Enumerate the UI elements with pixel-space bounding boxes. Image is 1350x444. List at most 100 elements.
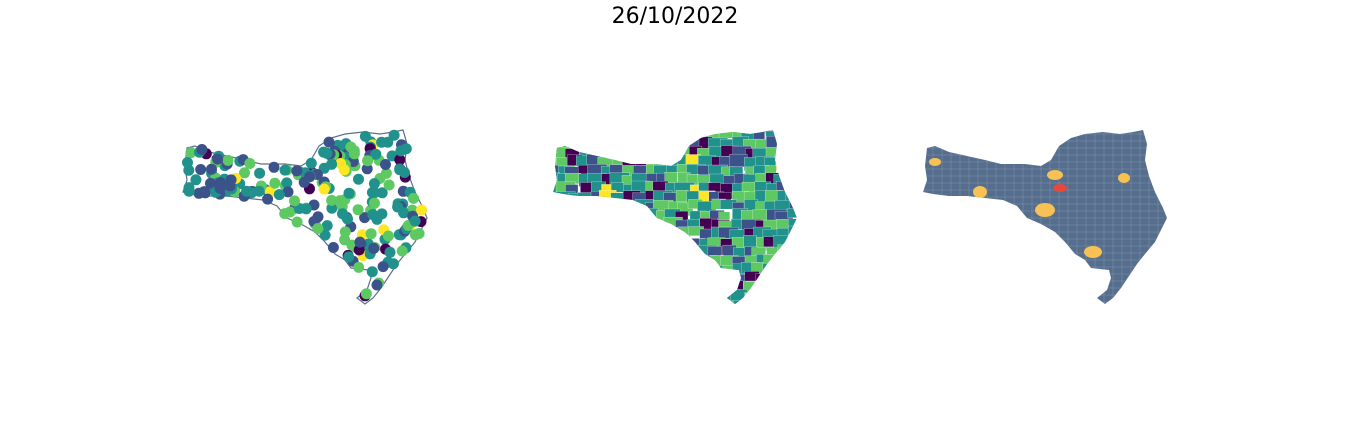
municipality-boundary [977,140,988,149]
municipality-boundary [941,140,952,149]
municipality-point [382,230,394,242]
municipality-point [323,136,335,148]
municipality-boundary [1022,252,1033,261]
municipality-region [788,253,797,267]
municipality-boundary [986,133,997,142]
municipality-region [654,290,668,304]
municipality-boundary [950,273,961,282]
municipality-region [591,310,605,320]
municipality-boundary [1085,273,1096,282]
municipality-region [622,137,637,150]
municipality-boundary [1148,140,1159,149]
municipality-region [568,200,588,212]
municipality-point [359,130,371,142]
municipality-boundary [1194,183,1203,190]
municipality-boundary [1139,287,1150,296]
municipality-boundary [995,130,1006,135]
municipality-region [842,253,845,264]
municipality-boundary [1212,134,1215,141]
municipality-boundary [932,196,943,205]
municipality-boundary [1041,120,1050,127]
municipality-boundary [923,182,925,191]
municipality-point [365,228,377,240]
municipality-boundary [1148,133,1159,142]
municipality-region [566,299,586,304]
municipality-boundary [986,203,997,212]
municipality-boundary [1185,218,1194,225]
municipality-boundary [977,217,988,226]
municipality-region [822,147,834,160]
municipality-region [809,273,820,290]
municipality-point [360,288,372,300]
municipality-region [795,130,797,139]
municipality-region [796,135,797,153]
municipality-point [318,183,330,195]
municipality-region [755,273,768,290]
municipality-region [810,127,825,137]
municipality-region [588,281,601,297]
municipality-boundary [1176,316,1185,320]
municipality-boundary [1157,168,1167,177]
municipality-boundary [995,133,1006,142]
municipality-boundary [923,280,934,289]
municipality-boundary [968,231,979,240]
municipality-region [612,265,628,282]
municipality-region [811,309,830,320]
municipality-boundary [923,133,934,142]
municipality-region [788,245,797,261]
municipality-boundary [950,245,961,254]
municipality-point [368,242,380,254]
municipality-point [343,251,355,263]
municipality-boundary [1185,127,1194,134]
municipality-boundary [1049,259,1060,268]
municipality-boundary [932,238,943,247]
municipality-point [321,147,333,159]
municipality-boundary [1013,154,1024,163]
municipality-point [392,201,404,213]
municipality-boundary [1176,232,1185,239]
municipality-boundary [1194,204,1203,211]
municipality-boundary [923,273,925,282]
municipality-boundary [1049,287,1060,296]
municipality-boundary [1185,155,1194,162]
municipality-region [733,300,747,304]
classified-region [1180,205,1190,215]
municipality-point [369,197,380,209]
municipality-boundary [950,133,961,142]
municipality-boundary [1022,224,1033,233]
municipality-region [610,319,625,320]
municipality-region [668,308,687,320]
municipality-boundary [1032,120,1041,127]
municipality-boundary [1023,309,1032,316]
classified-region [1140,277,1150,283]
municipality-boundary [1203,176,1212,183]
municipality-boundary [1113,309,1122,316]
municipality-boundary [1194,281,1203,288]
municipality-region [708,265,724,282]
municipality-boundary [1013,217,1024,226]
municipality-point [241,185,253,197]
municipality-region [819,229,832,241]
municipality-region [811,209,823,218]
municipality-region [609,246,628,262]
municipality-boundary [986,266,997,275]
municipality-point [339,226,351,238]
municipality-region [798,173,814,189]
municipality-boundary [1212,176,1215,183]
municipality-boundary [959,210,970,219]
municipality-boundary [1176,246,1185,253]
municipality-boundary [977,280,988,289]
municipality-boundary [1040,130,1051,135]
municipality-boundary [1040,259,1051,268]
municipality-boundary [1013,140,1024,149]
municipality-boundary [1212,281,1215,288]
municipality-boundary [923,130,934,135]
municipality-boundary [986,130,997,135]
municipality-boundary [1203,281,1212,288]
municipality-boundary [950,231,961,240]
municipality-boundary [1157,280,1167,289]
municipality-boundary [968,133,979,142]
municipality-region [833,219,845,231]
municipality-point [370,148,382,160]
municipality-boundary [923,238,934,247]
